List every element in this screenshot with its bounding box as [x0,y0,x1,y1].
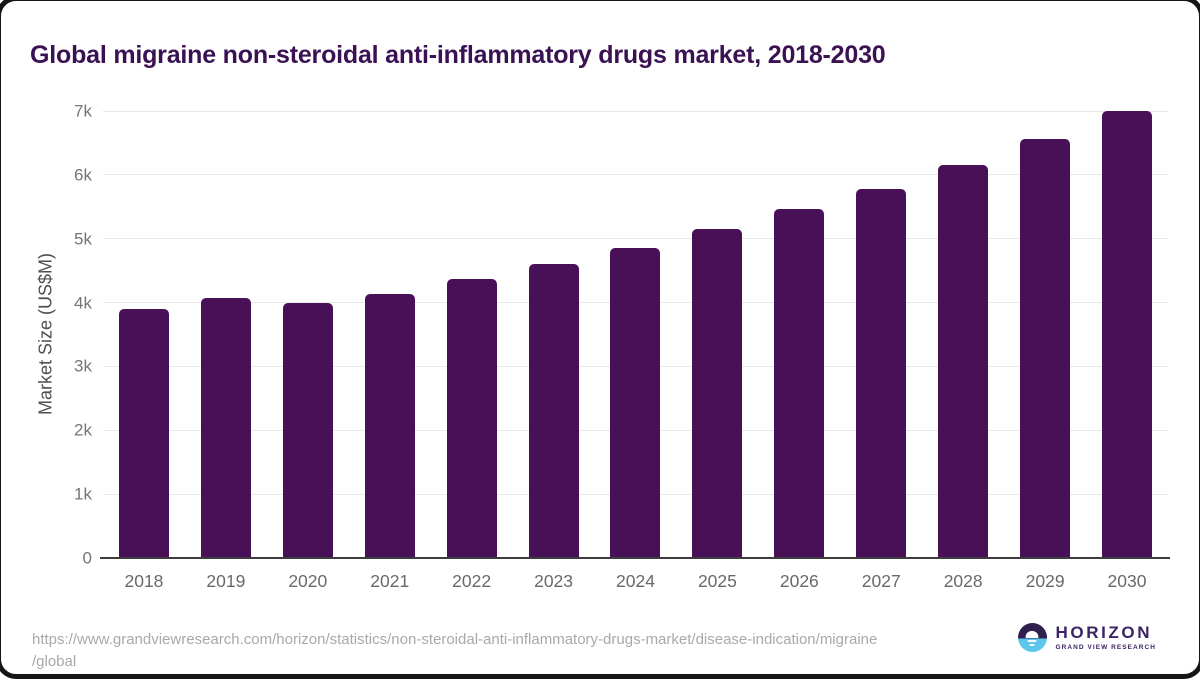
x-tick-label-2027: 2027 [861,571,901,591]
source-url-line-2: /global [32,652,77,670]
gridline-7k [103,110,1168,112]
y-axis-tick-labels: 0 1k 2k 3k 4k 5k 6k 7k [52,103,92,567]
source-url-line-1: https://www.grandviewresearch.com/horizo… [32,631,878,648]
gridline-6k [103,174,1168,176]
x-tick-label-2029: 2029 [1025,571,1065,591]
chart-title: Global migraine non-steroidal anti-infla… [30,40,886,69]
bar-slot-2018: 2018 [103,111,185,591]
x-tick-label-2022: 2022 [452,571,492,591]
x-tick-label-2024: 2024 [616,571,655,591]
gridline-5k [103,238,1168,240]
bar-2027[interactable] [856,188,907,558]
bar-2020[interactable] [282,302,333,558]
y-tick-label-4k: 4k [74,293,92,313]
x-axis-baseline [100,557,1170,559]
plot-area: 2018 2019 2020 2021 2022 2023 2024 2025 2026 2027… [100,110,1170,591]
x-tick-label-2018: 2018 [124,571,164,591]
bar-2030[interactable] [1102,111,1153,558]
bar-2029[interactable] [1020,139,1071,558]
y-tick-label-3k: 3k [74,356,92,376]
bar-slot-2025: 2025 [676,111,758,591]
horizon-logo-icon [1017,623,1047,652]
bar-slot-2027: 2027 [840,111,922,591]
bar-slot-2029: 2029 [1004,111,1086,591]
y-tick-label-5k: 5k [74,229,92,249]
x-tick-label-2028: 2028 [943,571,983,591]
bar-slot-2028: 2028 [922,111,1004,591]
bar-slot-2026: 2026 [758,111,840,591]
x-tick-label-2021: 2021 [370,571,410,591]
logo-text: HORIZON GRAND VIEW RESEARCH [1056,624,1156,651]
bar-2018[interactable] [118,308,169,558]
bar-2021[interactable] [364,294,415,558]
bar-slot-2019: 2019 [185,111,267,591]
bar-2025[interactable] [692,229,743,558]
bar-2022[interactable] [446,278,497,558]
bar-2019[interactable] [200,298,251,558]
bar-slot-2021: 2021 [349,111,431,591]
x-tick-label-2020: 2020 [288,571,328,591]
logo-ripple-icon [1027,640,1037,643]
bar-slot-2024: 2024 [595,111,677,591]
bar-2023[interactable] [528,264,579,558]
bar-slot-2022: 2022 [431,111,513,591]
y-tick-label-6k: 6k [74,165,92,185]
bar-slot-2030: 2030 [1086,111,1168,591]
y-tick-label-2k: 2k [74,420,92,440]
source-url: https://www.grandviewresearch.com/horizo… [32,629,932,673]
x-tick-label-2030: 2030 [1107,571,1147,591]
bar-2024[interactable] [610,247,661,558]
y-tick-label-1k: 1k [74,484,92,504]
bar-2026[interactable] [774,209,825,558]
logo-brand-subtitle: GRAND VIEW RESEARCH [1055,643,1156,651]
y-tick-label-0: 0 [82,548,92,568]
logo-ripple-icon [1029,644,1035,647]
logo-sun-dome-icon [1025,631,1039,639]
x-tick-label-2026: 2026 [779,571,819,591]
bar-slot-2023: 2023 [513,111,595,591]
bar-slot-2020: 2020 [267,111,349,591]
horizon-logo: HORIZON GRAND VIEW RESEARCH [1017,623,1156,652]
logo-brand-name: HORIZON [1055,623,1153,643]
x-tick-label-2025: 2025 [697,571,737,591]
x-tick-label-2023: 2023 [534,571,574,591]
x-tick-label-2019: 2019 [206,571,246,591]
bar-2028[interactable] [938,165,989,558]
y-tick-label-7k: 7k [74,101,92,121]
